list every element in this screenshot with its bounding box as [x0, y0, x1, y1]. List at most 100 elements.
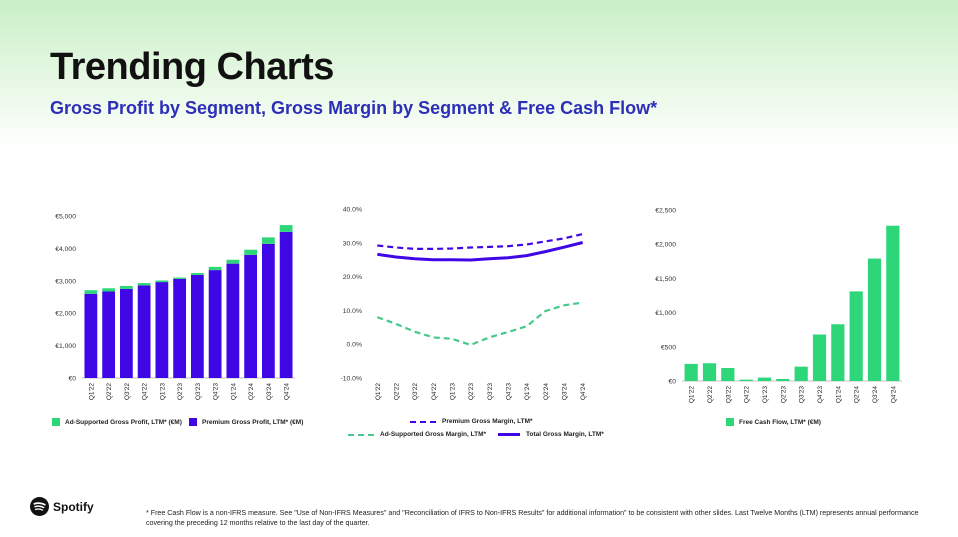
y-tick-label: 0.0% [347, 342, 363, 349]
bar-free-cash-flow [794, 366, 808, 381]
bar-free-cash-flow [702, 363, 717, 381]
spotify-logo-icon [30, 497, 49, 516]
bar-ad-supported-gross-profit [84, 290, 98, 294]
y-tick-label: €0 [68, 376, 76, 383]
x-tick-label: Q3'23 [799, 386, 806, 404]
y-tick-label: €0 [668, 379, 676, 386]
bar-ad-supported-gross-profit [173, 277, 187, 279]
x-tick-label: Q2'23 [780, 386, 787, 404]
legend-label-premium-gross-margin: Premium Gross Margin, LTM* [442, 418, 533, 425]
bar-free-cash-flow [757, 377, 772, 381]
legend-swatch-premium [189, 418, 197, 426]
y-tick-label: €1,000 [55, 343, 76, 350]
legend-swatch-ad-supported [52, 418, 60, 426]
bar-ad-supported-gross-profit [190, 273, 204, 275]
x-tick-label: Q4'23 [506, 383, 513, 401]
x-tick-label: Q1'22 [689, 386, 696, 404]
bar-premium-gross-profit [119, 288, 133, 378]
y-tick-label: €2,000 [55, 311, 76, 318]
bar-premium-gross-profit [102, 291, 116, 378]
x-tick-label: Q1'24 [835, 386, 842, 404]
bar-free-cash-flow [867, 258, 882, 381]
x-tick-label: Q3'24 [872, 386, 879, 404]
bar-premium-gross-profit [244, 254, 258, 378]
x-tick-label: Q1'23 [450, 383, 457, 401]
x-tick-label: Q3'23 [487, 383, 494, 401]
footnote: * Free Cash Flow is a non-IFRS measure. … [146, 509, 919, 527]
legend-label-premium-gross-profit: Premium Gross Profit, LTM* (€M) [202, 418, 304, 426]
legend-label-ad-supported-gross-profit: Ad-Supported Gross Profit, LTM* (€M) [65, 418, 182, 426]
y-tick-label: €2,500 [655, 208, 676, 215]
y-tick-label: €2,000 [655, 242, 676, 249]
x-tick-label: Q2'23 [177, 383, 184, 401]
line-premium-gross-margin [377, 232, 583, 250]
x-tick-label: Q4'22 [744, 386, 751, 404]
x-tick-label: Q4'23 [817, 386, 824, 404]
bar-ad-supported-gross-profit [155, 280, 169, 283]
y-tick-label: €4,000 [55, 246, 76, 253]
y-tick-label: 20.0% [343, 274, 362, 281]
page-title: Trending Charts [50, 46, 334, 88]
bar-free-cash-flow [831, 324, 845, 381]
y-tick-label: -10.0% [340, 376, 362, 383]
x-tick-label: Q4'23 [213, 383, 220, 401]
x-tick-label: Q2'24 [248, 383, 255, 401]
y-tick-label: €500 [661, 344, 676, 351]
legend-swatch-free-cash-flow [726, 418, 734, 426]
x-tick-label: Q2'22 [106, 383, 113, 401]
bar-premium-gross-profit [173, 278, 187, 378]
x-tick-label: Q4'22 [142, 383, 149, 401]
line-total-gross-margin [377, 241, 584, 262]
bar-ad-supported-gross-profit [279, 225, 293, 232]
legend-item-ad-supported-gross-profit: Ad-Supported Gross Profit, LTM* (€M) [52, 418, 182, 426]
free-cash-flow-chart: €0 €500 €1,000 €1,500 €2,000 €2,500 Q1'22 Q2'22… [655, 208, 902, 404]
bar-free-cash-flow [886, 225, 900, 381]
legend-item-premium-gross-profit: Premium Gross Profit, LTM* (€M) [189, 418, 303, 426]
x-tick-label: Q1'22 [88, 383, 95, 401]
x-tick-label: Q3'22 [725, 386, 732, 404]
legend-item-premium-gross-margin: Premium Gross Margin, LTM* [410, 418, 533, 425]
bar-premium-gross-profit [190, 274, 204, 378]
y-tick-label: €1,000 [655, 310, 676, 317]
spotify-wordmark: Spotify [53, 499, 94, 514]
page-subtitle: Gross Profit by Segment, Gross Margin by… [50, 98, 658, 118]
x-tick-label: Q4'22 [431, 383, 438, 401]
line-ad-supported-gross-margin [376, 301, 583, 346]
legend-item-total-gross-margin: Total Gross Margin, LTM* [498, 431, 604, 438]
bar-premium-gross-profit [208, 270, 222, 378]
x-tick-label: Q1'23 [762, 386, 769, 404]
legend-item-free-cash-flow: Free Cash Flow, LTM* (€M) [726, 418, 821, 426]
x-tick-label: Q4'24 [580, 383, 587, 401]
x-tick-label: Q2'22 [394, 383, 401, 401]
y-tick-label: 10.0% [343, 308, 362, 315]
legend-line-ad-supported-margin [348, 433, 374, 436]
legend-label-free-cash-flow: Free Cash Flow, LTM* (€M) [739, 418, 821, 426]
x-tick-label: Q2'22 [707, 386, 714, 404]
x-tick-label: Q1'24 [230, 383, 237, 401]
x-tick-label: Q1'22 [375, 383, 382, 401]
x-tick-label: Q2'23 [468, 383, 475, 401]
legend-label-ad-supported-gross-margin: Ad-Supported Gross Margin, LTM* [380, 431, 487, 438]
legend-item-ad-supported-gross-margin: Ad-Supported Gross Margin, LTM* [348, 431, 486, 438]
spotify-logo: Spotify [30, 497, 94, 516]
x-tick-label: Q4'24 [890, 386, 897, 404]
bar-premium-gross-profit [261, 243, 275, 378]
legend-line-premium-margin [410, 420, 436, 423]
y-tick-label: €1,500 [655, 276, 676, 283]
bar-premium-gross-profit [226, 263, 240, 378]
bar-ad-supported-gross-profit [137, 283, 151, 286]
bar-premium-gross-profit [137, 285, 151, 378]
x-tick-label: Q3'22 [412, 383, 419, 401]
bar-free-cash-flow [812, 334, 827, 381]
bar-ad-supported-gross-profit [119, 285, 133, 289]
bar-free-cash-flow [684, 363, 698, 381]
bar-ad-supported-gross-profit [226, 259, 240, 264]
bar-premium-gross-profit [84, 293, 98, 378]
bar-premium-gross-profit [155, 282, 169, 378]
y-tick-label: 40.0% [343, 207, 362, 214]
x-tick-label: Q3'24 [266, 383, 273, 401]
legend-label-total-gross-margin: Total Gross Margin, LTM* [526, 431, 604, 438]
y-tick-label: 30.0% [343, 240, 362, 247]
y-tick-label: €5,000 [55, 214, 76, 221]
bar-ad-supported-gross-profit [261, 237, 275, 244]
